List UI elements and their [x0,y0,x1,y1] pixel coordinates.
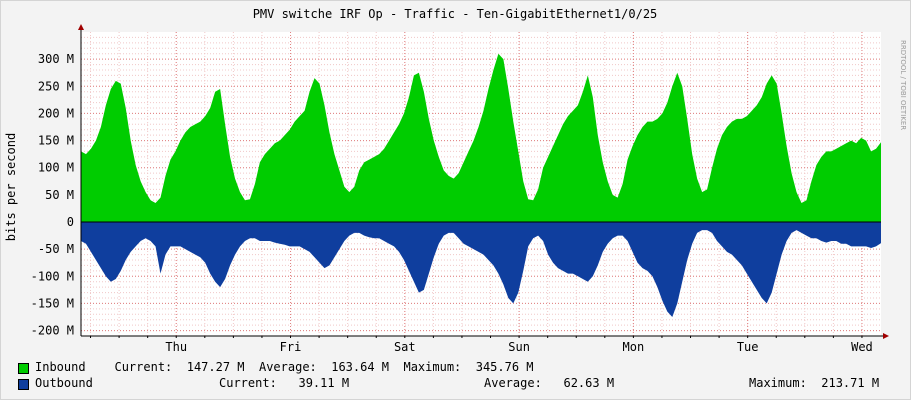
y-tick-label: 200 M [38,106,74,120]
y-tick-label: -200 M [31,324,74,338]
legend-outbound-maximum: 213.71 M [821,376,880,390]
x-tick-label: Wed [851,340,873,354]
legend-inbound-name: Inbound [35,360,86,374]
y-tick-label: 300 M [38,52,74,66]
legend-outbound-current-label: Current: [219,376,277,390]
inbound-swatch [18,363,29,374]
legend-outbound-average: 62.63 M [563,376,615,390]
legend-outbound-average-label: Average: [484,376,542,390]
x-tick-label: Fri [280,340,302,354]
y-tick-label: 50 M [45,188,74,202]
legend-inbound-row: Inbound Current: 147.27 M Average: 163.6… [35,360,534,374]
x-tick-label: Tue [737,340,759,354]
legend-outbound-name: Outbound [35,376,93,390]
legend-inbound-maximum-label: Maximum: [403,360,462,374]
inbound-area [81,53,881,223]
rrdtool-credit: RRDTOOL / TOBI OETIKER [899,40,907,130]
x-tick-label: Sun [508,340,530,354]
y-tick-label: -50 M [38,242,74,256]
x-tick-label: Thu [165,340,187,354]
legend-inbound-current: 147.27 M [186,360,245,374]
outbound-area [81,222,881,317]
legend-inbound-maximum: 345.76 M [475,360,534,374]
y-tick-labels: 300 M 250 M 200 M 150 M 100 M 50 M 0 -50 M -100 … [31,52,74,337]
x-tick-labels: Thu Fri Sat Sun Mon Tue Wed [165,340,872,354]
x-axis-arrow [883,333,889,339]
chart-title: PMV switche IRF Op - Traffic - Ten-Gigab… [253,7,658,21]
legend-inbound-average: 163.64 M [331,360,390,374]
y-tick-label: -100 M [31,269,74,283]
y-tick-label: 250 M [38,79,74,93]
axes [78,24,889,339]
legend-outbound-current: 39.11 M [298,376,350,390]
y-tick-label: 100 M [38,161,74,175]
y-tick-label: 150 M [38,134,74,148]
x-tick-label: Mon [623,340,645,354]
legend-outbound-maximum-group: Maximum: 213.71 M [749,376,879,390]
legend-outbound-average-group: Average: 62.63 M [484,376,614,390]
legend-inbound-average-label: Average: [258,360,317,374]
x-tick-label: Sat [394,340,416,354]
y-axis-label: bits per second [4,133,18,241]
y-tick-label: -150 M [31,296,74,310]
legend-outbound-maximum-label: Maximum: [749,376,807,390]
y-tick-label: 0 [67,215,74,229]
legend-inbound-current-label: Current: [114,360,173,374]
outbound-swatch [18,379,29,390]
legend-outbound-current-group: Current: 39.11 M [219,376,349,390]
y-axis-arrow [78,24,84,30]
